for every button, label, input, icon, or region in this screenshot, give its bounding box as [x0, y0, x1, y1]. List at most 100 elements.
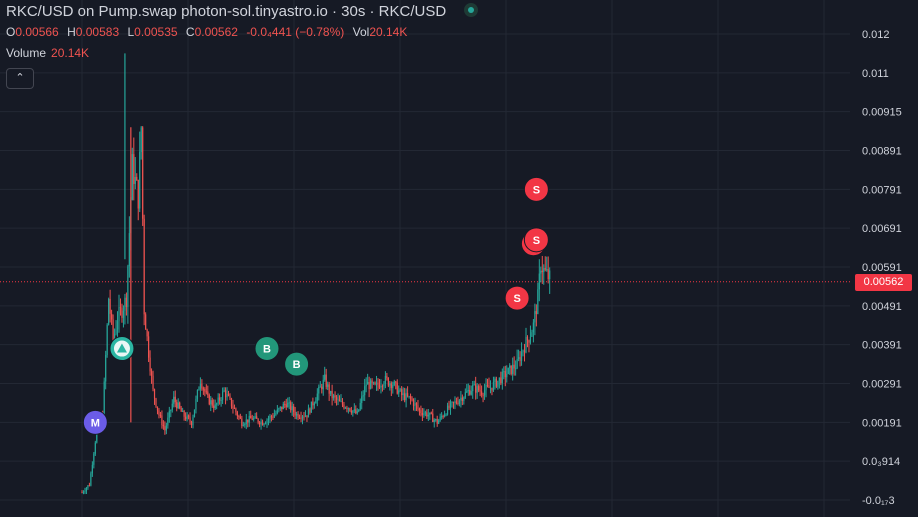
candle-body: [367, 382, 369, 385]
axis-tick-label: 0.00191: [862, 417, 902, 429]
candle-body: [222, 391, 224, 400]
trade-markers[interactable]: MBBSSSS: [82, 176, 549, 435]
candle-body: [224, 390, 227, 398]
candle-body: [424, 412, 426, 414]
candle-body: [461, 397, 463, 402]
axis-tick-label: 0.00491: [862, 301, 902, 313]
candle-body: [294, 411, 296, 416]
sell-badge-icon[interactable]: S: [504, 285, 530, 311]
marker-label: M: [91, 417, 100, 429]
candle-body: [473, 384, 475, 386]
candle-body: [190, 421, 193, 426]
candle-body: [142, 127, 144, 219]
candle-body: [298, 417, 301, 419]
candle-body: [94, 442, 96, 454]
candle-body: [96, 429, 98, 443]
marker-label: S: [513, 293, 520, 305]
candle-body: [226, 394, 228, 398]
candle-body: [236, 412, 238, 417]
sell-badge-icon[interactable]: S: [523, 227, 549, 253]
marker-circle: [284, 351, 310, 377]
candle-body: [158, 410, 160, 416]
candle-body: [288, 402, 290, 404]
candle-body: [328, 384, 330, 394]
candle-body: [535, 311, 537, 314]
candle-body: [333, 395, 335, 399]
candle-body: [241, 418, 243, 426]
buy-badge-icon[interactable]: B: [254, 336, 280, 362]
candle-body: [544, 268, 546, 270]
candle-body: [433, 419, 435, 423]
candle-body: [523, 350, 526, 353]
candle-body: [82, 491, 85, 493]
candle-body: [500, 377, 502, 384]
candle-body: [105, 354, 107, 382]
m-badge-icon[interactable]: M: [82, 409, 108, 435]
candle-body: [549, 270, 551, 280]
candle-body: [281, 406, 283, 410]
price-axis[interactable]: 0.012 0.011 0.00915 0.00891 0.00791 0.00691 0.…: [862, 29, 902, 507]
candle-body: [325, 374, 327, 387]
candle-body: [118, 307, 120, 322]
candle-body: [108, 298, 110, 325]
candle-body: [275, 413, 277, 415]
candle-body: [495, 378, 497, 387]
candle-body: [205, 391, 207, 393]
candle-body: [458, 400, 460, 404]
candle-body: [106, 324, 108, 355]
candle-body: [475, 384, 477, 393]
change-value: -0.0₄441 (−0.78%): [246, 25, 345, 39]
sell-badge-icon[interactable]: S: [523, 176, 549, 202]
candle-body: [335, 397, 338, 400]
token-logo-mark: [116, 343, 127, 353]
candle-body: [248, 415, 250, 423]
candle-body: [244, 424, 246, 426]
candle-body: [119, 307, 122, 309]
volume-legend: Volume 20.14K: [6, 46, 89, 60]
candle-body: [430, 412, 432, 414]
candle-body: [436, 419, 438, 424]
candle-body: [136, 176, 138, 181]
candle-body: [359, 403, 361, 410]
candle-body: [522, 350, 524, 352]
candle-body: [202, 388, 204, 390]
candle-body: [140, 127, 142, 153]
candle-body: [111, 313, 113, 320]
candle-body: [409, 396, 412, 399]
candle-body: [259, 422, 261, 425]
candle-body: [497, 380, 499, 387]
candle-body: [401, 389, 403, 396]
candle-body: [276, 409, 278, 414]
candle-body: [531, 332, 533, 337]
candle-body: [421, 412, 423, 416]
buy-badge-icon[interactable]: B: [284, 351, 310, 377]
candle-body: [313, 403, 315, 406]
candle-body: [516, 358, 518, 369]
candle-body: [180, 407, 182, 412]
candle-body: [161, 415, 163, 425]
candle-body: [214, 404, 216, 409]
candle-body: [290, 402, 292, 411]
candle-body: [321, 386, 323, 390]
marker-label: B: [293, 359, 301, 371]
candle-body: [331, 390, 333, 399]
marker-label: B: [263, 344, 271, 356]
candle-body: [467, 390, 469, 392]
marker-circle: [523, 176, 549, 202]
candle-body: [438, 420, 440, 424]
candle-body: [370, 380, 372, 389]
collapse-legend-button[interactable]: ⌃: [6, 68, 34, 89]
candle-body: [372, 382, 375, 384]
candle-body: [546, 269, 548, 271]
candle-body: [338, 399, 341, 402]
candle-body: [324, 374, 326, 380]
token-logo-icon[interactable]: [109, 336, 135, 362]
candle-body: [427, 414, 429, 417]
candle-body: [435, 419, 437, 421]
candle-body: [201, 383, 203, 389]
candle-body: [398, 390, 400, 394]
candle-body: [426, 412, 428, 417]
candle-body: [238, 416, 240, 418]
